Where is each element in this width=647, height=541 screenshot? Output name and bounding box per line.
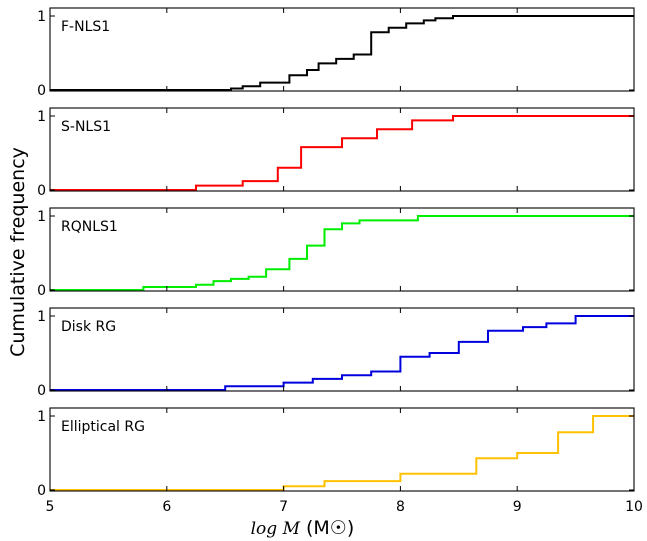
- panel-frame: [49, 307, 635, 392]
- series-line: [50, 115, 634, 191]
- x-axis-title-math: log M: [251, 519, 301, 539]
- panel-frame: [49, 107, 635, 192]
- y-tick-label: 1: [37, 109, 46, 125]
- panel-label: RQNLS1: [61, 219, 118, 235]
- y-tick-label: 0: [37, 83, 46, 99]
- panel-s-nls1: 0 1 S-NLS1: [37, 107, 635, 199]
- svg-text:log M: log M: [251, 519, 301, 539]
- x-tick-label: 6: [162, 499, 171, 515]
- panel-frame: [49, 7, 635, 92]
- y-tick-label: 1: [37, 9, 46, 25]
- series-line: [50, 315, 634, 391]
- x-tick-label: 8: [396, 499, 405, 515]
- x-axis-title: log M (M☉): [251, 517, 355, 539]
- panels: 0 1 F-NLS1 0 1 S-NLS1 0 1 RQNLS1 0 1 Disk RG 0 1 Ellip…: [37, 7, 643, 515]
- x-tick-label: 9: [513, 499, 522, 515]
- series-line: [50, 415, 634, 491]
- panel-label: Elliptical RG: [61, 419, 145, 435]
- series-line: [50, 215, 634, 291]
- panel-frame: [49, 407, 635, 492]
- panel-frame: [49, 207, 635, 292]
- panel-label: S-NLS1: [61, 119, 111, 135]
- y-tick-label: 1: [37, 409, 46, 425]
- y-tick-label: 0: [37, 283, 46, 299]
- series-line: [50, 15, 634, 91]
- x-tick-label: 5: [46, 499, 55, 515]
- y-tick-label: 1: [37, 209, 46, 225]
- y-tick-label: 0: [37, 483, 46, 499]
- y-tick-label: 1: [37, 309, 46, 325]
- panel-disk-rg: 0 1 Disk RG: [37, 307, 635, 399]
- panel-elliptical-rg: 0 1 Elliptical RG 5 6 7 8 9 10: [37, 407, 643, 515]
- y-tick-label: 0: [37, 183, 46, 199]
- y-axis-title: Cumulative frequency: [7, 147, 29, 357]
- panel-label: Disk RG: [61, 319, 116, 335]
- panel-label: F-NLS1: [61, 19, 110, 35]
- x-tick-label: 10: [625, 499, 643, 515]
- y-tick-label: 0: [37, 383, 46, 399]
- panel-f-nls1: 0 1 F-NLS1: [37, 7, 635, 99]
- x-axis-title-unit: (M☉): [306, 517, 354, 539]
- panel-rqnls1: 0 1 RQNLS1: [37, 207, 635, 299]
- x-tick-label: 7: [279, 499, 288, 515]
